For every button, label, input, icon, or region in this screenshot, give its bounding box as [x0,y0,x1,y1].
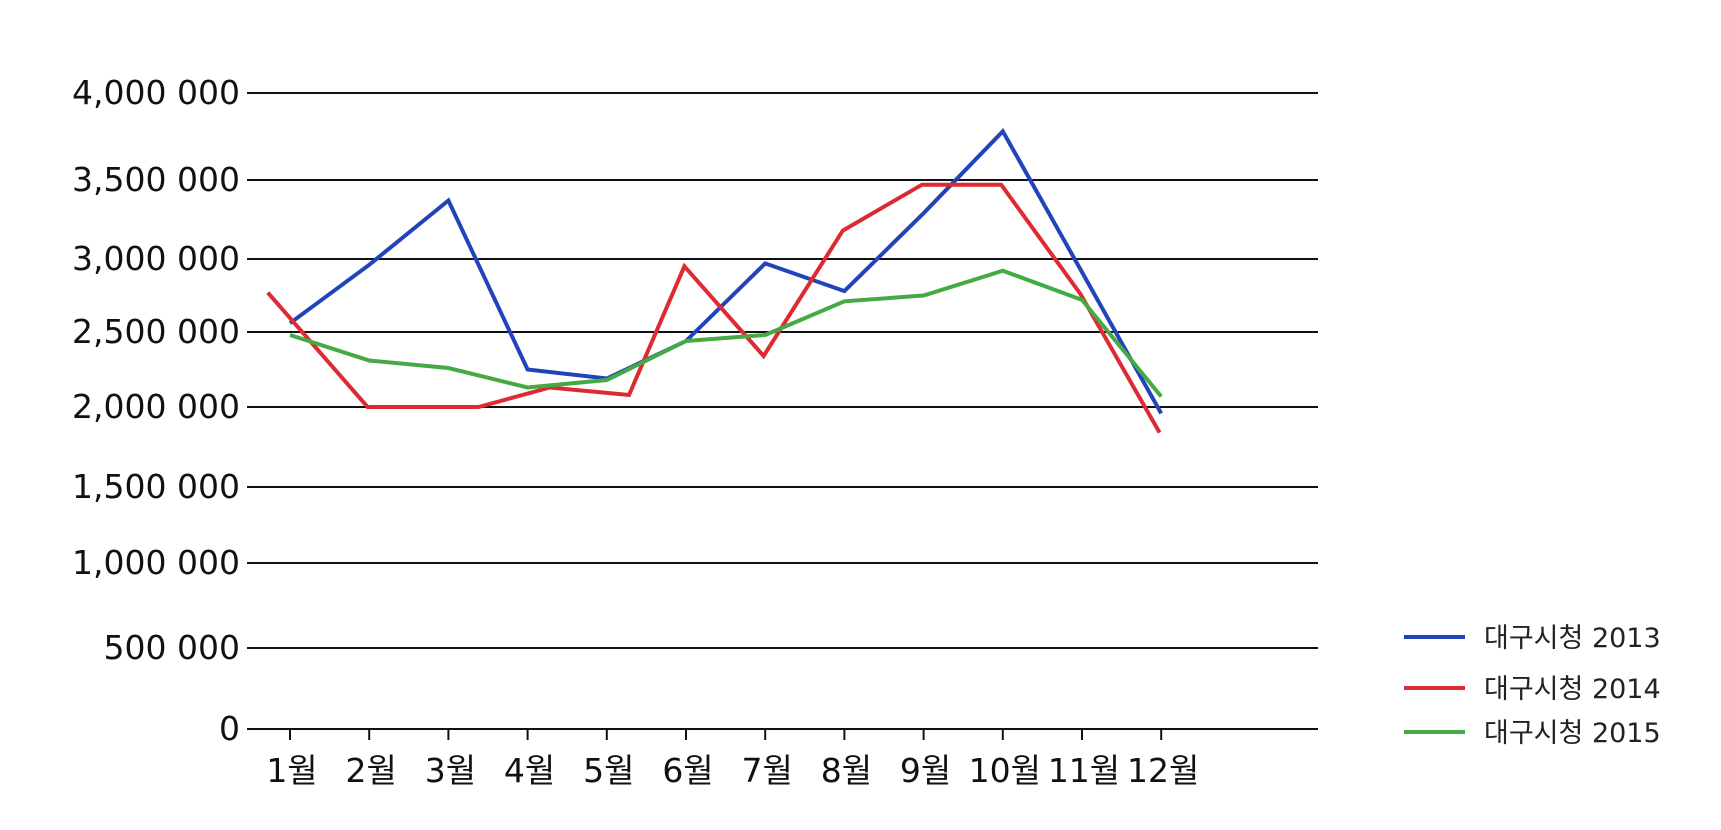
y-axis: 0 500 000 1,000 000 1,500 000 2,000 000 2,500… [72,73,240,748]
x-tick-label: 9월 [900,751,951,790]
x-tick-label: 10월 [969,751,1041,790]
y-tick-label: 1,000 000 [72,543,240,582]
legend-label-1: 대구시청 2013 [1484,623,1661,654]
y-tick-label: 4,000 000 [72,73,240,112]
x-tick-label: 8월 [821,751,872,790]
y-tick-label: 3,500 000 [72,160,240,199]
grid-lines [247,92,1318,730]
x-tick-label: 11월 [1048,751,1120,790]
x-axis: 1월 2월 3월 4월 5월 6월 7월 8월 9월 10월 11월 12월 [266,729,1199,790]
x-tick-label: 12월 [1127,751,1199,790]
x-tick-label: 4월 [504,751,555,790]
x-tick-label: 2월 [346,751,397,790]
x-tick-label: 1월 [266,751,317,790]
series-line-1 [288,127,1163,415]
y-tick-label: 500 000 [104,628,240,667]
series-line-2 [266,182,1162,434]
series-lines [266,127,1163,434]
series-line-3 [289,268,1163,398]
x-tick-label: 7월 [742,751,793,790]
x-tick-label: 6월 [662,751,713,790]
legend-label-2: 대구시청 2014 [1484,674,1661,705]
x-tick-label: 3월 [425,751,476,790]
legend-label-3: 대구시청 2015 [1484,718,1661,749]
y-tick-label: 1,500 000 [72,467,240,506]
y-tick-label: 2,000 000 [72,387,240,426]
legend: 대구시청 2013 대구시청 2014 대구시청 2015 [1404,623,1661,749]
y-tick-label: 3,000 000 [72,239,240,278]
y-tick-label: 0 [219,709,240,748]
y-tick-label: 2,500 000 [72,312,240,351]
x-tick-label: 5월 [583,751,634,790]
